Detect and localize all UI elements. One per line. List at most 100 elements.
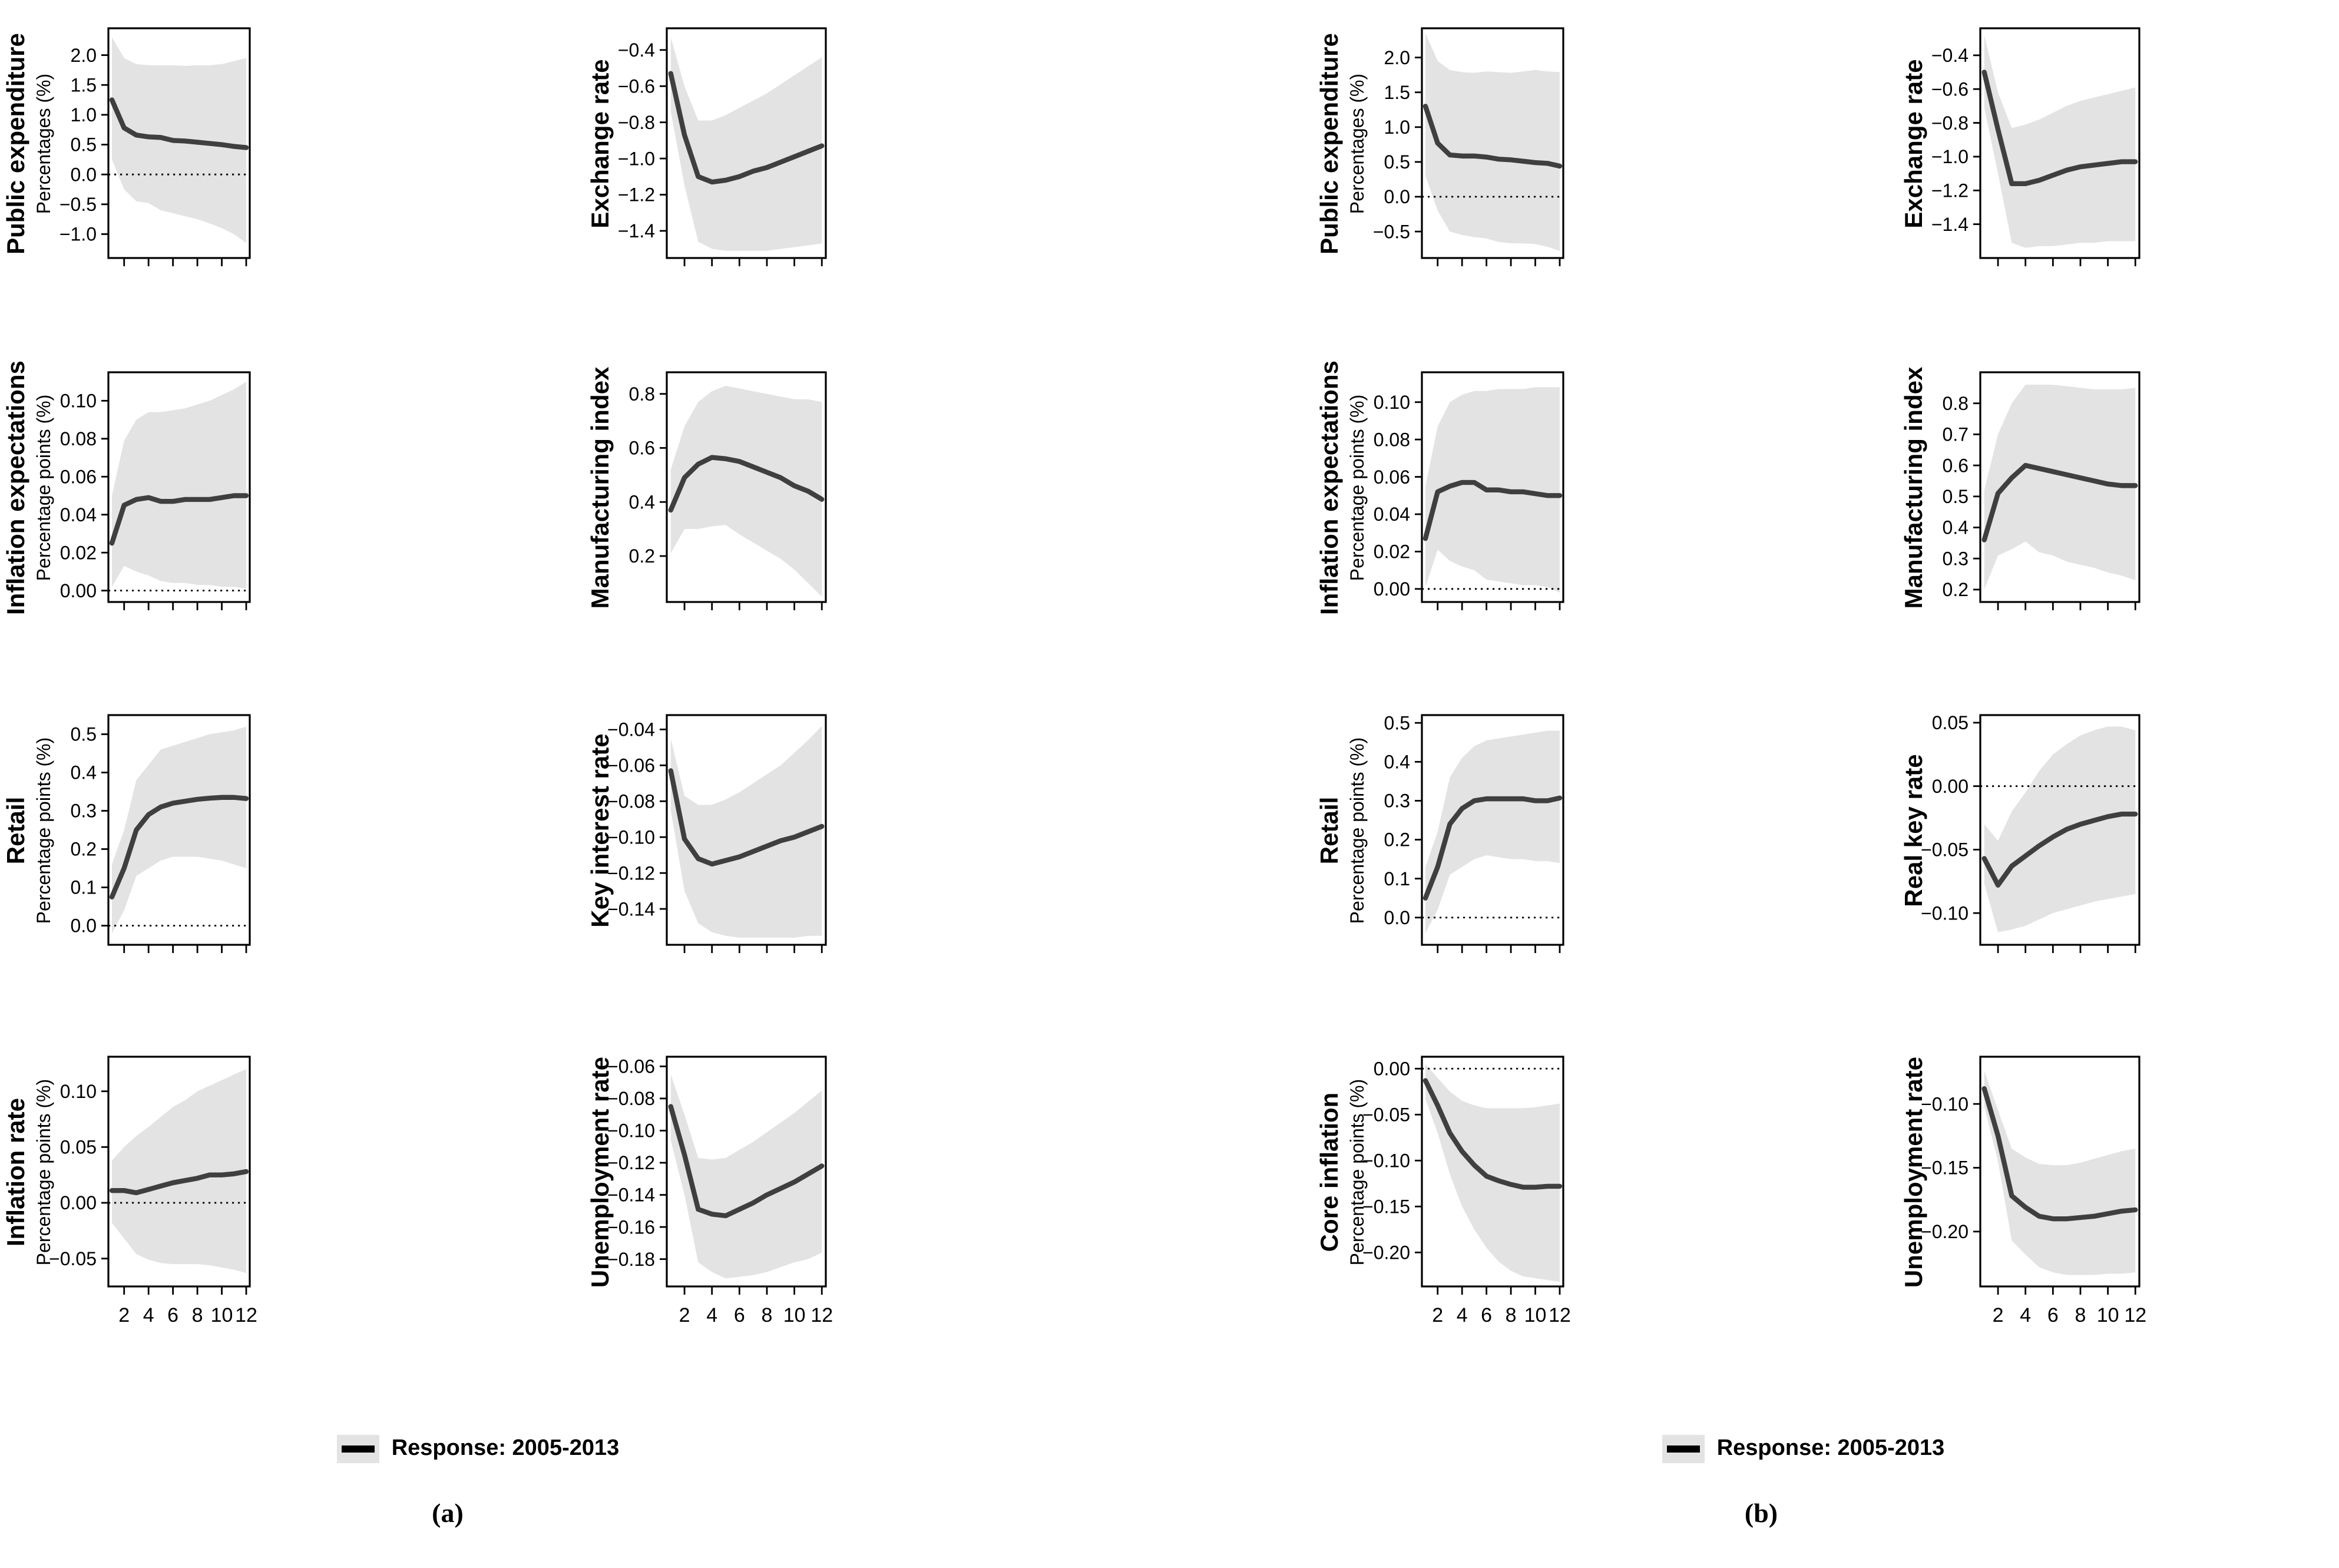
y-tick-label: −1.4 (618, 220, 655, 242)
y-tick-label: −1.4 (1931, 214, 1969, 235)
response-line (1422, 104, 1563, 169)
confidence-band (1984, 35, 2136, 248)
row-title-public-expenditure: Public expenditure (2, 32, 29, 254)
y-tick-label: −1.0 (59, 224, 97, 245)
legend-panel-b: Response: 2005-2013 (1615, 1433, 1992, 1466)
y-tick-label: 0.0 (1384, 907, 1410, 928)
confidence-band (1984, 1070, 2136, 1275)
legend-response-line (342, 1445, 375, 1453)
y-tick-label: 0.6 (629, 438, 655, 459)
y-tick-label: 0.8 (629, 383, 655, 405)
y-tick-label: −0.10 (1921, 902, 1969, 924)
y-tick-label: 0.2 (71, 839, 97, 860)
y-tick-label: 0.1 (71, 877, 97, 898)
plot-box (1979, 714, 2141, 946)
y-tick-label: −0.12 (607, 1152, 655, 1173)
legend-label: Response: 2005-2013 (391, 1436, 620, 1461)
plot-a-retail: 0.5 0.4 0.3 0.2 0.1 0.0 (71, 714, 251, 953)
plot-b-real-key-rate: 0.05 0.00 −0.05 −0.10 (1921, 712, 2141, 953)
plot-box (107, 714, 251, 946)
confidence-band (112, 1069, 246, 1273)
y-tick-label: 0.05 (1932, 712, 1969, 733)
row-title-core-inflation: Core inflation (1316, 1091, 1343, 1252)
y-tick-label: −0.10 (1362, 1150, 1410, 1171)
legend-label: Response: 2005-2013 (1716, 1436, 1945, 1461)
plot-box (1421, 371, 1564, 603)
y-tick-label: −0.18 (607, 1249, 655, 1270)
x-tick-label: 6 (1481, 1304, 1492, 1326)
x-tick-label: 6 (2047, 1304, 2059, 1326)
y-tick-label: −0.6 (618, 75, 655, 97)
plot-box (666, 714, 827, 946)
y-tick-label: −0.10 (607, 826, 655, 848)
response-line (668, 1104, 825, 1219)
x-tick-label: 12 (2124, 1304, 2146, 1326)
y-tick-label: −0.5 (1373, 221, 1410, 242)
plot-a-public-expenditure: 2.0 1.5 1.0 0.5 0.0 −0.5 −1.0 (59, 27, 251, 266)
x-tick-label: 8 (192, 1304, 203, 1326)
y-tick-label: −0.12 (607, 862, 655, 884)
legend-band-swatch (1662, 1435, 1705, 1463)
x-tick-label: 4 (706, 1304, 717, 1326)
plot-a-inflation-expectations: 0.10 0.08 0.06 0.04 0.02 0.00 (60, 371, 251, 610)
y-tick-label: −0.10 (1921, 1093, 1969, 1114)
x-tick-label: 2 (1432, 1304, 1443, 1326)
y-tick-label: 1.5 (71, 74, 97, 95)
y-tick-label: 0.00 (1932, 776, 1969, 797)
y-tick-label: −0.06 (607, 1056, 655, 1077)
y-tick-label: 0.8 (1943, 393, 1969, 414)
y-tick-label: −0.08 (607, 790, 655, 812)
legend-panel-a: Response: 2005-2013 (290, 1433, 667, 1466)
y-tick-label: 0.5 (1943, 486, 1969, 507)
x-tick-label: 2 (118, 1304, 130, 1326)
y-tick-label: 0.06 (1374, 467, 1410, 488)
y-tick-label: 0.5 (1384, 151, 1410, 173)
response-line (1981, 1086, 2138, 1222)
y-tick-label: 0.04 (60, 504, 97, 525)
x-tick-label: 10 (783, 1304, 806, 1326)
x-tick-label: 8 (762, 1304, 773, 1326)
y-tick-label: 0.0 (1384, 186, 1410, 207)
y-tick-label: 0.4 (71, 762, 97, 783)
y-tick-label: −0.20 (1362, 1242, 1410, 1263)
y-tick-label: −0.4 (1931, 45, 1969, 66)
y-tick-label: −1.0 (1931, 146, 1969, 167)
legend-response-line (1667, 1445, 1701, 1453)
y-tick-label: −0.08 (607, 1088, 655, 1109)
plot-box (107, 371, 251, 603)
y-tick-label: 0.3 (1943, 548, 1969, 569)
confidence-band (670, 37, 822, 251)
y-tick-label: 0.08 (60, 428, 97, 449)
y-tick-label: 0.7 (1943, 424, 1969, 445)
y-tick-label: 0.04 (1374, 504, 1410, 525)
row-title-inflation-rate: Inflation rate (2, 1097, 29, 1246)
y-tick-label: 1.5 (1384, 82, 1410, 103)
row-title-inflation-expectations: Inflation expectations (2, 360, 29, 614)
plot-b-unemployment-rate: −0.10 −0.15 −0.20 2 4 6 8 10 12 (1921, 1056, 2146, 1326)
y-tick-label: −0.4 (618, 39, 655, 61)
x-tick-label: 2 (1993, 1304, 2004, 1326)
y-tick-label: 0.4 (1384, 752, 1410, 773)
y-tick-label: −0.16 (607, 1216, 655, 1238)
y-tick-label: 0.0 (71, 915, 97, 937)
confidence-band (1425, 33, 1560, 252)
response-line (668, 455, 825, 513)
y-tick-label: −0.15 (1921, 1157, 1969, 1179)
y-tick-label: 0.02 (60, 542, 97, 563)
plot-a-inflation-rate: 0.10 0.05 0.00 −0.05 2 4 6 8 10 12 (49, 1056, 257, 1326)
y-tick-label: 0.0 (71, 164, 97, 185)
y-tick-label: 0.3 (71, 800, 97, 822)
response-line (668, 768, 825, 867)
response-line (1422, 479, 1563, 541)
confidence-band (1984, 385, 2136, 590)
confidence-band (1425, 1064, 1560, 1282)
y-tick-label: 0.5 (1384, 712, 1410, 733)
y-tick-label: 0.00 (1374, 1058, 1410, 1079)
plot-b-core-inflation: 0.00 −0.05 −0.10 −0.15 −0.20 2 4 6 8 10 12 (1362, 1056, 1571, 1326)
y-tick-label: 0.05 (60, 1137, 97, 1158)
x-tick-label: 12 (235, 1304, 257, 1326)
plot-box (1979, 1056, 2141, 1288)
plot-box (107, 1056, 251, 1288)
y-tick-label: 0.00 (1374, 578, 1410, 600)
y-tick-label: −0.15 (1362, 1196, 1410, 1217)
